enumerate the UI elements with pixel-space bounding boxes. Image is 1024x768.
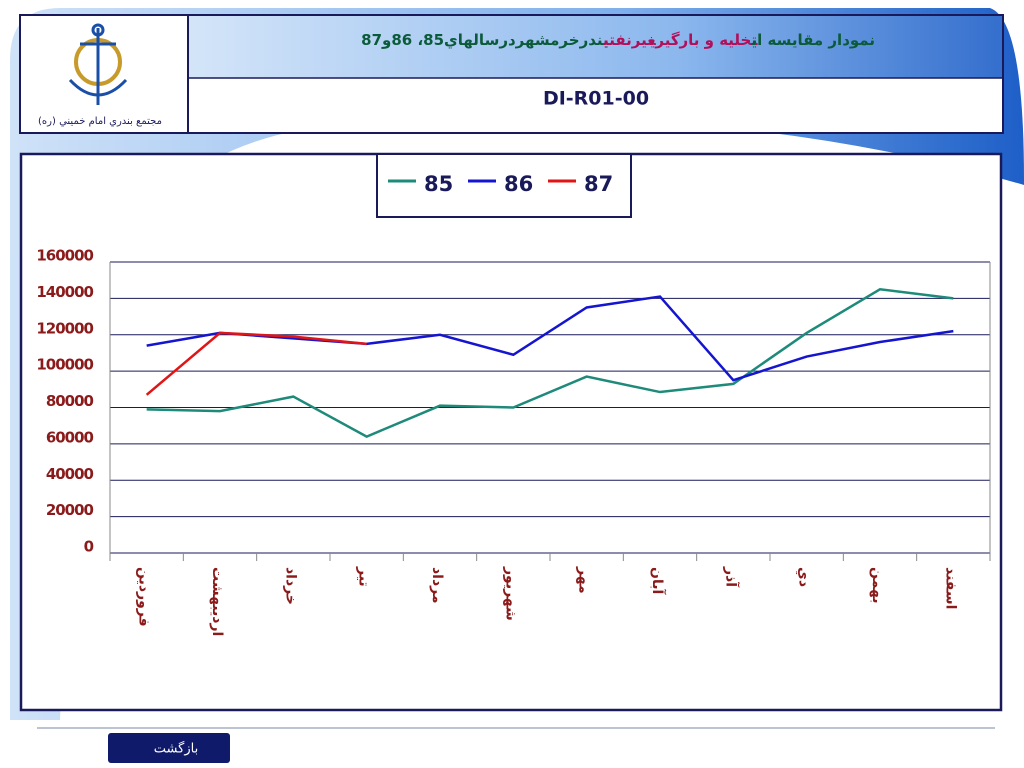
- x-tick-label: آذر: [722, 566, 740, 588]
- x-tick-label: تير: [356, 566, 372, 587]
- x-tick-label: شهريور: [502, 566, 518, 621]
- title-part: غيرنفتي: [602, 31, 656, 49]
- legend-box: [376, 153, 632, 218]
- x-tick-label: مرداد: [429, 567, 445, 604]
- line-series: [145, 331, 367, 396]
- title-part: نمودار مقايسه اي: [751, 31, 876, 49]
- slide-code: DI-R01-00: [543, 88, 649, 110]
- x-tick-label: مهر: [576, 566, 592, 594]
- y-tick-label: 0: [84, 538, 94, 556]
- legend-label: 86: [504, 172, 533, 196]
- y-tick-label: 20000: [46, 501, 94, 519]
- y-tick-label: 80000: [46, 392, 94, 410]
- line-series: [146, 287, 954, 438]
- back-button-label[interactable]: بازگشت: [154, 741, 198, 757]
- x-tick-label: بهمن: [869, 567, 885, 603]
- line-series: [146, 295, 954, 382]
- back-button[interactable]: [108, 733, 230, 763]
- x-tick-label: آبان: [649, 567, 667, 595]
- title-part: تخليه و بارگيري: [649, 31, 759, 49]
- y-tick-label: 100000: [36, 356, 93, 374]
- title-part: بندرخرمشهردرسالهاي85، 86و87: [361, 31, 610, 50]
- y-tick-label: 60000: [46, 428, 94, 446]
- y-tick-label: 40000: [46, 465, 94, 483]
- y-tick-label: 120000: [36, 319, 93, 337]
- x-tick-label: خرداد: [282, 567, 298, 605]
- legend-label: 85: [424, 172, 453, 196]
- slide-title: نمودار مقايسه ايتخليه و بارگيريغيرنفتيبن…: [361, 31, 875, 50]
- logo-caption: مجتمع بندري امام خميني (ره): [38, 116, 162, 127]
- title-band: [188, 16, 1002, 78]
- chart-box: [19, 152, 1003, 712]
- x-tick-label: اسفند: [942, 567, 958, 609]
- y-tick-label: 140000: [36, 283, 93, 301]
- y-tick-label: 160000: [36, 247, 93, 265]
- legend-label: 87: [584, 172, 613, 196]
- x-tick-label: دي: [795, 567, 812, 587]
- x-tick-label: ارديبهشت: [209, 567, 225, 636]
- x-tick-label: فروردين: [136, 567, 152, 627]
- logo: [68, 23, 128, 105]
